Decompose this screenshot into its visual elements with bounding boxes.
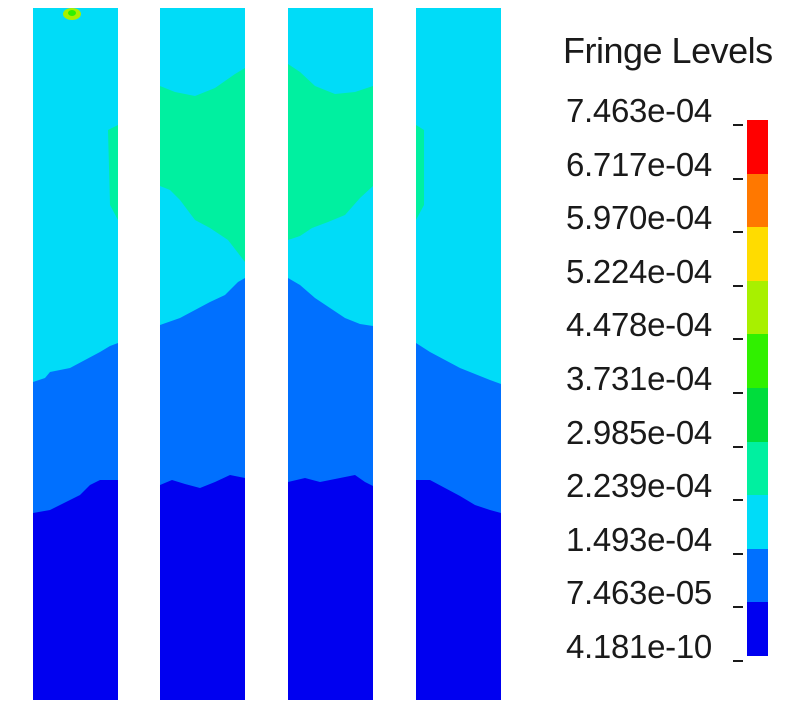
contour-plot (33, 8, 501, 700)
legend-tick (733, 338, 743, 341)
column-3-band-green (288, 64, 373, 240)
legend-level-label: 2.985e-04 (566, 413, 712, 451)
legend-swatch (747, 173, 768, 228)
column-1-band-green (108, 125, 118, 220)
legend-tick (733, 499, 743, 502)
legend-swatch (747, 334, 768, 389)
legend-tick (733, 606, 743, 609)
legend-swatch (747, 280, 768, 335)
legend-swatch (747, 388, 768, 442)
column-3-band-deep-blue (288, 475, 373, 700)
legend-tick (733, 231, 743, 234)
column-1-band-deep-blue (33, 480, 118, 700)
legend-swatch (747, 441, 768, 496)
legend-tick (733, 552, 743, 555)
legend-swatch (747, 548, 768, 603)
column-2-band-green (160, 68, 245, 262)
column-2 (160, 8, 245, 700)
legend-level-label: 6.717e-04 (566, 145, 712, 183)
legend-level-label: 7.463e-05 (566, 574, 712, 612)
legend-swatch (747, 227, 768, 282)
legend-level-label: 4.181e-10 (566, 628, 712, 665)
column-4-band-deep-blue (416, 480, 501, 700)
legend-tick (733, 445, 743, 448)
legend-swatch (747, 120, 768, 174)
column-1 (33, 8, 118, 700)
legend-level-label: 7.463e-04 (566, 92, 712, 129)
column-4-band-green (416, 125, 424, 220)
legend-tick (733, 660, 743, 662)
legend-color-bar (747, 120, 768, 657)
legend-swatch (747, 495, 768, 550)
legend-swatch (747, 602, 768, 657)
column-1-hotspot-core (68, 10, 76, 16)
column-3 (288, 8, 373, 700)
column-4 (416, 8, 501, 700)
legend-level-label: 3.731e-04 (566, 360, 712, 397)
legend-tick (733, 284, 743, 287)
legend-title: Fringe Levels (563, 30, 773, 71)
legend-tick (733, 177, 743, 180)
legend-tick (733, 124, 743, 126)
legend-level-label: 4.478e-04 (566, 306, 712, 344)
column-2-band-deep-blue (160, 475, 245, 700)
legend-level-label: 5.224e-04 (566, 252, 712, 290)
legend-tick (733, 392, 743, 394)
legend-level-label: 2.239e-04 (566, 467, 712, 505)
legend-level-label: 5.970e-04 (566, 199, 712, 237)
legend-level-label: 1.493e-04 (566, 520, 712, 558)
